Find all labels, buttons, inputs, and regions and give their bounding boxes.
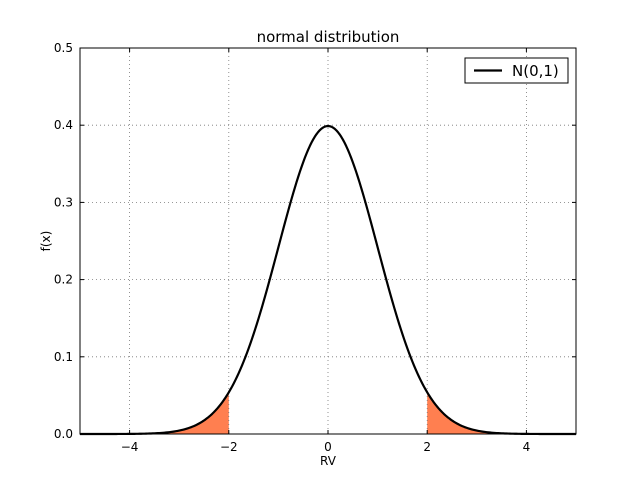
- x-axis-label: RV: [320, 454, 337, 468]
- x-tick-label: 0: [324, 440, 332, 454]
- chart-title: normal distribution: [257, 28, 400, 46]
- y-tick-label: 0.1: [54, 350, 73, 364]
- y-tick-label: 0.5: [54, 41, 73, 55]
- x-tick-label: −4: [121, 440, 139, 454]
- y-tick-label: 0.2: [54, 273, 73, 287]
- series-line-n01: [80, 124, 576, 436]
- legend: N(0,1): [464, 57, 569, 84]
- x-tick-label: 4: [523, 440, 531, 454]
- x-tick-label: −2: [220, 440, 238, 454]
- y-tick-label: 0.4: [54, 118, 73, 132]
- shaded-tail-region-1: [80, 392, 229, 434]
- y-tick-label: 0.0: [54, 427, 73, 441]
- shaded-tail-region-2: [427, 392, 576, 434]
- x-tick-label: 2: [423, 440, 431, 454]
- y-axis-label: f(x): [39, 231, 53, 252]
- y-tick-label: 0.3: [54, 195, 73, 209]
- legend-entry-label: N(0,1): [512, 62, 559, 80]
